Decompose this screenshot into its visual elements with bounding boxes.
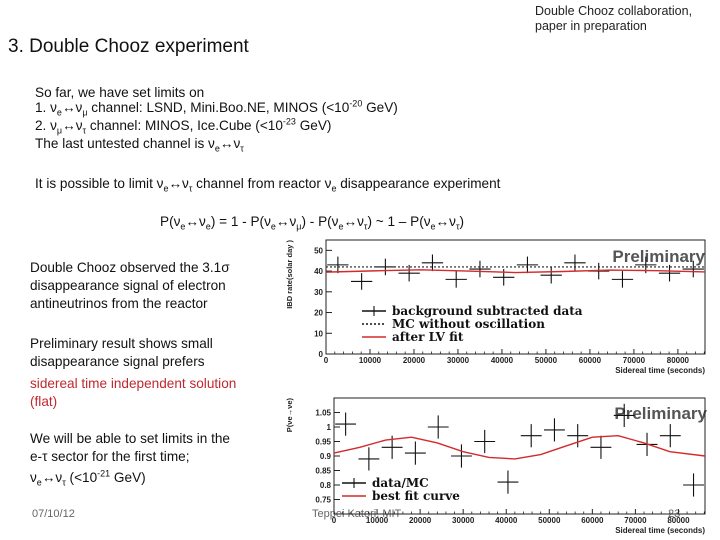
side-p3-line-2: e-τ sector for the first time; bbox=[30, 449, 190, 464]
x-axis-label: Sidereal time (seconds) bbox=[615, 526, 705, 535]
y-tick-label: 0.95 bbox=[315, 438, 331, 447]
formula-text: P(νe↔νe) = 1 - P(νe↔νμ) - P(νe↔ντ) ~ 1 –… bbox=[160, 214, 465, 232]
y-axis-label: P(νe→νe) bbox=[285, 398, 294, 433]
credit-line-2: paper in preparation bbox=[535, 19, 647, 33]
x-tick-label: 80000 bbox=[667, 356, 690, 365]
x-tick-label: 50000 bbox=[538, 516, 561, 525]
intro-line-3: 2. νμ↔ντ channel: MINOS, Ice.Cube (<10-2… bbox=[35, 116, 332, 136]
x-tick-label: 70000 bbox=[624, 516, 647, 525]
survival-probability-chart: Preliminary 0 10000 20000 30000 40000 50000 600… bbox=[285, 397, 708, 535]
side-p1-line-2: disappearance signal of electron bbox=[30, 278, 226, 293]
y-tick-label: 50 bbox=[314, 246, 323, 255]
intro-line-1: So far, we have set limits on bbox=[35, 85, 205, 100]
plot-frame bbox=[325, 239, 706, 355]
x-tick-label: 10000 bbox=[359, 356, 382, 365]
intro-line-3-text: 2. νμ↔ντ channel: MINOS, Ice.Cube (<10-2… bbox=[35, 116, 332, 136]
fit-curve bbox=[325, 269, 706, 274]
legend-label: after LV fit bbox=[392, 330, 464, 344]
intro-line-5: It is possible to limit νe↔ντ channel fr… bbox=[35, 176, 501, 194]
y-tick-label: 30 bbox=[314, 288, 323, 297]
side-p2-line-4: (flat) bbox=[30, 394, 58, 409]
y-tick-label: 0.85 bbox=[315, 467, 331, 476]
credit-line-1: Double Chooz collaboration, bbox=[535, 4, 693, 18]
legend-label: background subtracted data bbox=[392, 304, 583, 318]
side-p3-line-3-text: νe↔ντ (<10-21 GeV) bbox=[30, 468, 146, 488]
x-tick-label: 60000 bbox=[581, 516, 604, 525]
x-tick-label: 20000 bbox=[409, 516, 432, 525]
x-tick-label: 30000 bbox=[452, 516, 475, 525]
x-tick-label: 60000 bbox=[579, 356, 602, 365]
x-tick-label: 50000 bbox=[535, 356, 558, 365]
x-tick-label: 20000 bbox=[403, 356, 426, 365]
side-p2-line-1: Preliminary result shows small bbox=[30, 336, 213, 351]
preliminary-watermark: Preliminary bbox=[612, 247, 705, 266]
side-p2-line-2: disappearance signal prefers bbox=[30, 354, 205, 369]
x-axis-label: Sidereal time (seconds) bbox=[615, 366, 705, 375]
x-tick-label: 70000 bbox=[623, 356, 646, 365]
intro-line-4: The last untested channel is νe↔ντ bbox=[35, 136, 244, 154]
y-tick-label: 1.05 bbox=[315, 409, 331, 418]
intro-line-5-text: It is possible to limit νe↔ντ channel fr… bbox=[35, 176, 501, 194]
side-p3-line-1: We will be able to set limits in the bbox=[30, 431, 230, 446]
x-tick-label: 40000 bbox=[491, 356, 514, 365]
ibd-rate-chart: Preliminary 0 10000 20000 30000 40000 50000 600… bbox=[285, 239, 706, 375]
x-tick-label: 80000 bbox=[667, 516, 690, 525]
side-p2-line-3: sidereal time independent solution bbox=[30, 376, 237, 391]
intro-line-2-text: 1. νe↔νμ channel: LSND, Mini.Boo.NE, MIN… bbox=[35, 98, 398, 118]
preliminary-watermark: Preliminary bbox=[614, 404, 707, 423]
y-axis-label: IBD rate(solar day ) bbox=[285, 240, 294, 309]
intro-line-4-text: The last untested channel is νe↔ντ bbox=[35, 136, 244, 154]
y-tick-label: 1 bbox=[327, 423, 332, 432]
y-tick-label: 0.9 bbox=[320, 452, 332, 461]
slide-title: 3. Double Chooz experiment bbox=[8, 36, 249, 57]
y-tick-label: 20 bbox=[314, 309, 323, 318]
legend-label: data/MC bbox=[372, 476, 429, 490]
x-tick-label: 0 bbox=[324, 356, 329, 365]
y-tick-label: 10 bbox=[314, 329, 323, 338]
side-p1-line-3: antineutrinos from the reactor bbox=[30, 296, 208, 311]
x-tick-label: 30000 bbox=[447, 356, 470, 365]
y-tick-label: 0.75 bbox=[315, 496, 331, 505]
side-p3-line-3: νe↔ντ (<10-21 GeV) bbox=[30, 468, 146, 488]
side-p1-line-1: Double Chooz observed the 3.1σ bbox=[30, 260, 230, 275]
footer-date: 07/10/12 bbox=[32, 508, 75, 520]
y-tick-label: 0 bbox=[319, 350, 324, 359]
intro-line-2: 1. νe↔νμ channel: LSND, Mini.Boo.NE, MIN… bbox=[35, 98, 398, 118]
formula: P(νe↔νe) = 1 - P(νe↔νμ) - P(νe↔ντ) ~ 1 –… bbox=[160, 214, 465, 232]
y-tick-label: 40 bbox=[314, 267, 323, 276]
legend-label: MC without oscillation bbox=[392, 317, 545, 331]
x-tick-label: 10000 bbox=[366, 516, 389, 525]
legend-label: best fit curve bbox=[372, 489, 460, 503]
fit-curve bbox=[333, 434, 706, 460]
x-tick-label: 0 bbox=[332, 516, 337, 525]
x-tick-label: 40000 bbox=[495, 516, 518, 525]
y-tick-label: 0.8 bbox=[320, 481, 332, 490]
